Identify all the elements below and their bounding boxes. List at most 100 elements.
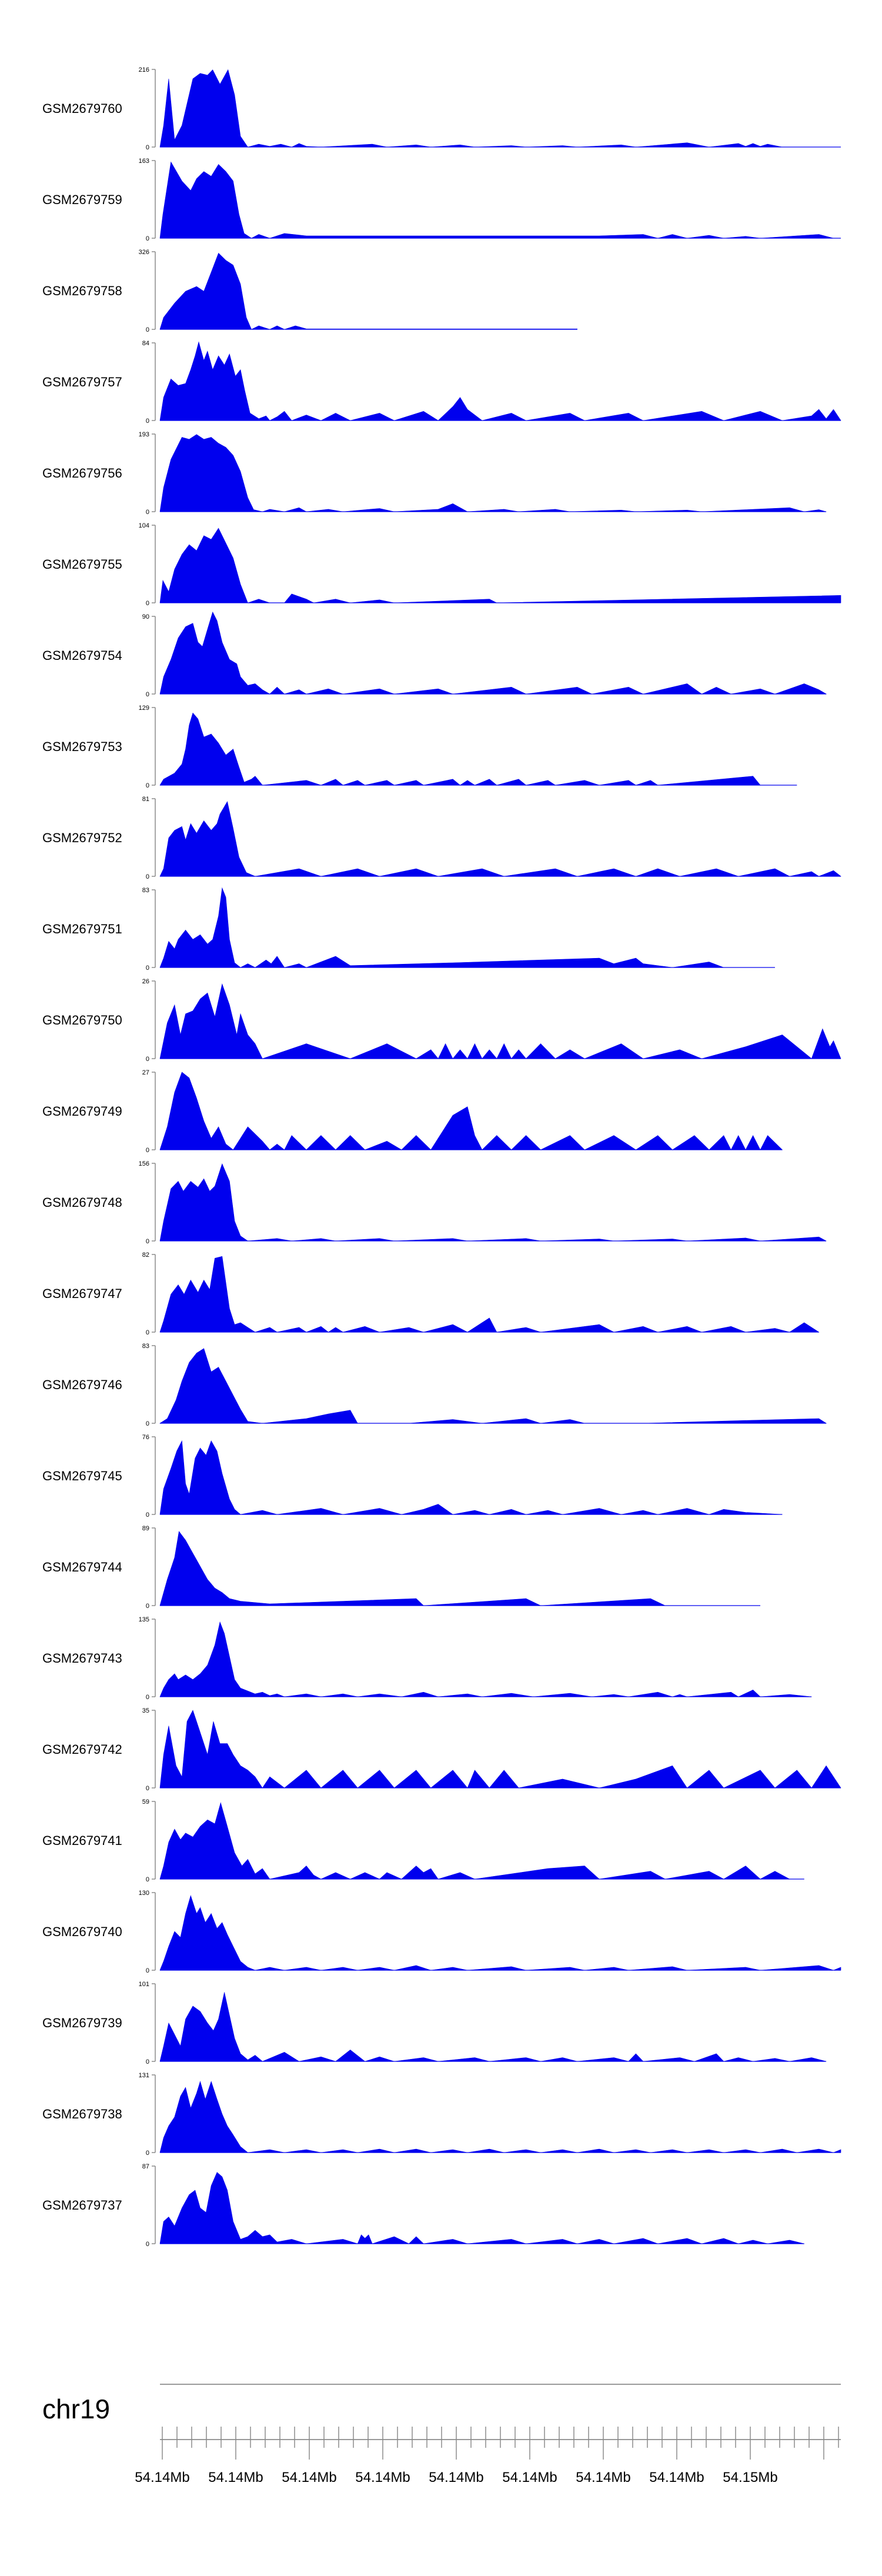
coverage-area bbox=[159, 69, 841, 148]
track-ymax-label: 81 bbox=[142, 796, 149, 803]
track-ymax-label: 27 bbox=[142, 1069, 149, 1076]
track-label: GSM2679749 bbox=[42, 1104, 122, 1119]
track-GSM2679755: GSM2679755 104 0 bbox=[42, 522, 841, 607]
track-ymin-label: 0 bbox=[146, 1238, 149, 1245]
track-ymin-label: 0 bbox=[146, 1147, 149, 1154]
track-ymin-label: 0 bbox=[146, 782, 149, 789]
track-label: GSM2679740 bbox=[42, 1924, 122, 1939]
track-GSM2679747: GSM2679747 82 0 bbox=[42, 1252, 820, 1336]
track-GSM2679738: GSM2679738 131 0 bbox=[42, 2072, 841, 2157]
track-GSM2679753: GSM2679753 129 0 bbox=[42, 705, 797, 789]
track-label: GSM2679746 bbox=[42, 1377, 122, 1392]
track-GSM2679756: GSM2679756 193 0 bbox=[42, 431, 827, 516]
track-ymin-label: 0 bbox=[146, 1056, 149, 1063]
axis-tick-label: 54.14Mb bbox=[282, 2470, 336, 2485]
track-GSM2679746: GSM2679746 83 0 bbox=[42, 1343, 827, 1427]
coverage-area bbox=[159, 1710, 841, 1788]
track-ymin-label: 0 bbox=[146, 2058, 149, 2066]
track-ymax-label: 26 bbox=[142, 978, 149, 985]
track-ymax-label: 83 bbox=[142, 887, 149, 894]
track-label: GSM2679739 bbox=[42, 2016, 122, 2030]
track-GSM2679741: GSM2679741 59 0 bbox=[42, 1798, 804, 1883]
axis-ticks: 54.14Mb 54.14Mb 54.14Mb 54.14Mb 54.14Mb 54.14… bbox=[135, 2427, 839, 2485]
track-ymax-label: 104 bbox=[139, 522, 149, 529]
axis-tick-label: 54.14Mb bbox=[429, 2470, 483, 2485]
track-label: GSM2679758 bbox=[42, 283, 122, 298]
track-label: GSM2679737 bbox=[42, 2198, 122, 2213]
coverage-tracks: GSM2679760 216 0 GSM2679759 163 0 GSM2679758 32… bbox=[42, 66, 841, 2248]
track-GSM2679740: GSM2679740 130 0 bbox=[42, 1890, 841, 1974]
coverage-area bbox=[159, 252, 577, 330]
chromosome-label: chr19 bbox=[42, 2394, 110, 2424]
axis-tick-label: 54.15Mb bbox=[723, 2470, 777, 2485]
track-ymin-label: 0 bbox=[146, 1329, 149, 1336]
track-ymax-label: 84 bbox=[142, 340, 149, 347]
track-ymin-label: 0 bbox=[146, 1785, 149, 1792]
track-label: GSM2679744 bbox=[42, 1560, 122, 1574]
track-ymax-label: 101 bbox=[139, 1981, 149, 1988]
axis-tick-label: 54.14Mb bbox=[576, 2470, 630, 2485]
track-label: GSM2679760 bbox=[42, 101, 122, 116]
coverage-area bbox=[159, 983, 841, 1059]
track-ymin-label: 0 bbox=[146, 600, 149, 607]
track-label: GSM2679757 bbox=[42, 375, 122, 389]
track-ymax-label: 130 bbox=[139, 1890, 149, 1897]
track-ymax-label: 135 bbox=[139, 1616, 149, 1623]
track-ymax-label: 83 bbox=[142, 1343, 149, 1350]
coverage-area bbox=[159, 712, 797, 786]
track-ymin-label: 0 bbox=[146, 2241, 149, 2248]
track-GSM2679750: GSM2679750 26 0 bbox=[42, 978, 841, 1063]
track-GSM2679749: GSM2679749 27 0 bbox=[42, 1069, 783, 1154]
track-ymin-label: 0 bbox=[146, 1511, 149, 1519]
track-label: GSM2679745 bbox=[42, 1469, 122, 1483]
track-label: GSM2679753 bbox=[42, 739, 122, 754]
coverage-area bbox=[159, 1802, 804, 1880]
track-GSM2679742: GSM2679742 35 0 bbox=[42, 1707, 841, 1792]
track-ymin-label: 0 bbox=[146, 1603, 149, 1610]
track-GSM2679745: GSM2679745 76 0 bbox=[42, 1434, 783, 1519]
track-ymax-label: 89 bbox=[142, 1525, 149, 1532]
track-GSM2679739: GSM2679739 101 0 bbox=[42, 1981, 827, 2066]
axis-tick-label: 54.14Mb bbox=[502, 2470, 557, 2485]
track-ymax-label: 216 bbox=[139, 66, 149, 74]
coverage-area bbox=[159, 1440, 783, 1515]
track-ymax-label: 59 bbox=[142, 1798, 149, 1806]
track-ymin-label: 0 bbox=[146, 144, 149, 151]
track-ymin-label: 0 bbox=[146, 873, 149, 880]
track-label: GSM2679752 bbox=[42, 830, 122, 845]
track-GSM2679737: GSM2679737 87 0 bbox=[42, 2163, 804, 2248]
track-ymin-label: 0 bbox=[146, 1694, 149, 1701]
track-label: GSM2679738 bbox=[42, 2107, 122, 2121]
track-label: GSM2679756 bbox=[42, 466, 122, 481]
track-ymin-label: 0 bbox=[146, 326, 149, 333]
coverage-area bbox=[159, 1256, 820, 1333]
track-ymin-label: 0 bbox=[146, 691, 149, 698]
track-GSM2679751: GSM2679751 83 0 bbox=[42, 887, 775, 972]
track-label: GSM2679750 bbox=[42, 1013, 122, 1027]
coverage-area bbox=[159, 1621, 812, 1697]
coverage-area bbox=[159, 1072, 783, 1150]
coverage-area bbox=[159, 1163, 827, 1242]
track-ymin-label: 0 bbox=[146, 965, 149, 972]
track-ymin-label: 0 bbox=[146, 1967, 149, 1974]
coverage-area bbox=[159, 341, 841, 421]
track-GSM2679758: GSM2679758 326 0 bbox=[42, 249, 577, 333]
axis-tick-label: 54.14Mb bbox=[135, 2470, 189, 2485]
track-ymax-label: 193 bbox=[139, 431, 149, 438]
track-ymin-label: 0 bbox=[146, 418, 149, 425]
genome-axis: chr19 54.14Mb 54.14Mb 54.14Mb 54.14Mb 54.14M… bbox=[42, 2384, 841, 2485]
track-GSM2679743: GSM2679743 135 0 bbox=[42, 1616, 812, 1701]
track-ymin-label: 0 bbox=[146, 2150, 149, 2157]
coverage-area bbox=[159, 2081, 841, 2153]
track-ymax-label: 163 bbox=[139, 158, 149, 165]
track-label: GSM2679751 bbox=[42, 922, 122, 936]
track-ymax-label: 131 bbox=[139, 2072, 149, 2079]
track-ymax-label: 326 bbox=[139, 249, 149, 256]
track-GSM2679752: GSM2679752 81 0 bbox=[42, 796, 841, 880]
track-label: GSM2679754 bbox=[42, 648, 122, 663]
track-ymax-label: 90 bbox=[142, 613, 149, 620]
track-GSM2679754: GSM2679754 90 0 bbox=[42, 611, 827, 698]
track-ymin-label: 0 bbox=[146, 509, 149, 516]
axis-tick-label: 54.14Mb bbox=[208, 2470, 263, 2485]
coverage-area bbox=[159, 611, 827, 695]
